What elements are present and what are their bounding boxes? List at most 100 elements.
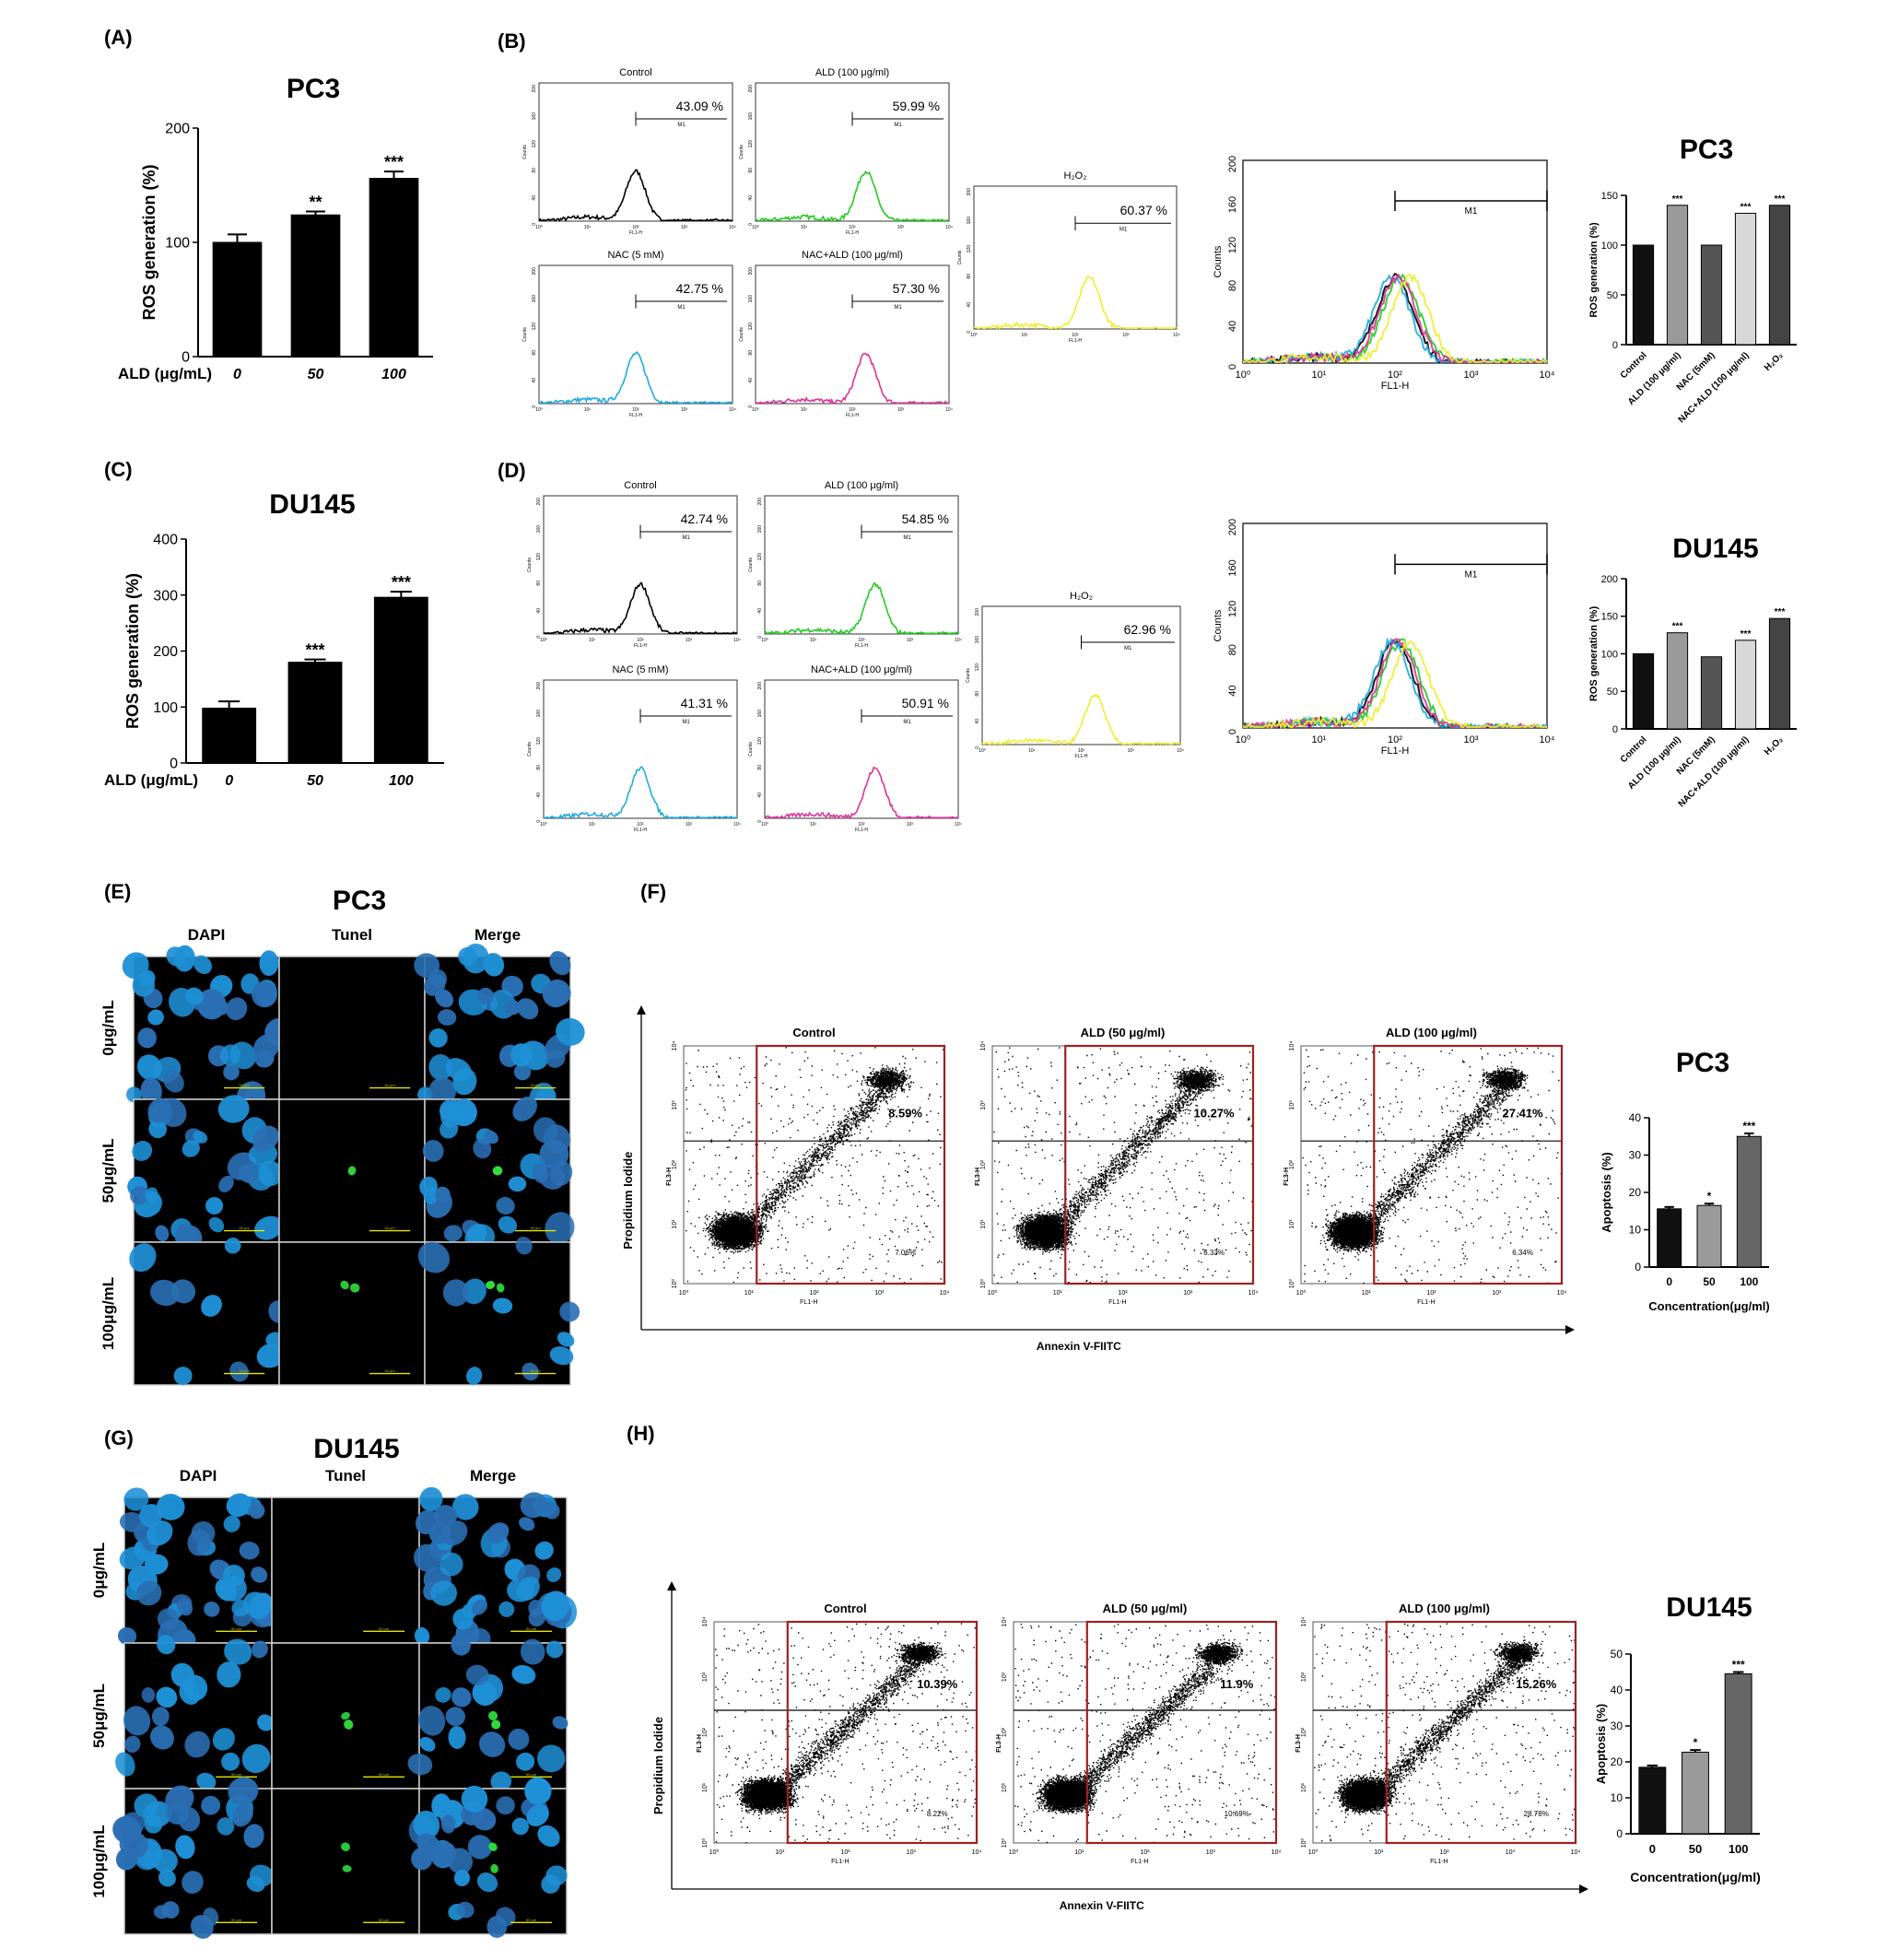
panel-f-dot-ytick: 10² bbox=[1289, 1159, 1295, 1169]
panel-g-nucleus bbox=[212, 1728, 235, 1751]
panel-b-overlay-frame bbox=[1242, 159, 1548, 364]
panel-d-histogram-title: Control bbox=[624, 480, 656, 491]
panel-d-histogram-percent: 41.31 % bbox=[681, 696, 728, 710]
panel-letter-h: (H) bbox=[627, 1422, 655, 1445]
panel-b-histogram-xtick: 10¹ bbox=[584, 225, 592, 230]
panel-e-nucleus bbox=[473, 1138, 492, 1159]
panel-b-overlay-xtick: 10⁰ bbox=[1236, 370, 1251, 381]
panel-f-significance-label: * bbox=[1707, 1190, 1712, 1203]
panel-h-dot-xtick: 10³ bbox=[907, 1849, 917, 1856]
panel-b-overlay-gate-label: M1 bbox=[1465, 206, 1478, 217]
panel-g-nucleus bbox=[451, 1687, 472, 1708]
panel-e-nucleus bbox=[224, 1238, 241, 1254]
panel-f-dot-xtick: 10¹ bbox=[744, 1290, 755, 1297]
panel-f-dot-xlabel: FL1-H bbox=[800, 1299, 817, 1306]
panel-g-nucleus bbox=[170, 1662, 194, 1688]
panel-a-category-label: 0 bbox=[233, 367, 241, 382]
panel-d-histogram-curve bbox=[764, 581, 959, 635]
panel-f-dot-xtick: 10⁰ bbox=[988, 1289, 998, 1297]
panel-e-nucleus bbox=[182, 1140, 200, 1157]
panel-g-nucleus bbox=[496, 1907, 516, 1927]
panel-f-dot-xtick: 10¹ bbox=[1053, 1290, 1063, 1297]
panel-b-histogram-xlabel: FL1-H bbox=[846, 230, 859, 236]
panel-f-dot-cloud bbox=[1302, 1047, 1563, 1285]
panel-e-nucleus bbox=[462, 943, 489, 974]
panel-b-histogram-curve bbox=[755, 170, 950, 222]
panel-f-dot-xtick: 10⁴ bbox=[940, 1290, 950, 1297]
panel-h-dot-xtick: 10⁰ bbox=[1009, 1849, 1019, 1856]
panel-e-micrograph-content bbox=[347, 1166, 357, 1176]
panel-d-histogram-percent: 62.96 % bbox=[1124, 622, 1171, 637]
panel-b-histogram-ytick: 120 bbox=[532, 140, 537, 148]
panel-e-nucleus bbox=[193, 955, 212, 975]
panel-d-histogram-xtick: 10⁴ bbox=[733, 638, 741, 643]
panel-f-apoptosis-gate bbox=[1373, 1044, 1564, 1285]
panel-e-micrograph-content bbox=[417, 1237, 580, 1385]
panel-f-dot-ytick: 10³ bbox=[672, 1100, 678, 1110]
panel-h-upper-percent: 15.26% bbox=[1516, 1677, 1557, 1691]
panel-f-dot-ylabel: FL3-H bbox=[1283, 1168, 1290, 1186]
panel-g-nucleus bbox=[123, 1487, 149, 1511]
panel-letter-d: (D) bbox=[498, 459, 526, 482]
panel-g-nucleus bbox=[156, 1494, 185, 1520]
panel-g-scale-bar-label: 50 μm bbox=[379, 1626, 390, 1631]
panel-d-overlay-ytick: 40 bbox=[1227, 685, 1238, 696]
panel-e-nucleus bbox=[428, 1077, 456, 1106]
panel-b-histogram-curve bbox=[539, 350, 733, 405]
panel-f-dot-ytick: 10⁴ bbox=[1289, 1041, 1295, 1051]
panel-g-nucleus bbox=[157, 1635, 176, 1655]
panel-d-histogram-curve bbox=[544, 765, 737, 819]
panel-e-scale-bar-label: 50 μm bbox=[530, 1368, 541, 1373]
panel-b-histogram-xtick: 10² bbox=[632, 225, 639, 230]
panel-d-histogram-ylabel: Counts bbox=[966, 668, 971, 683]
panel-d-histogram-ytick: 40 bbox=[536, 608, 542, 614]
panel-b-overlay-xlabel: FL1-H bbox=[1381, 381, 1410, 392]
panel-g-nucleus bbox=[486, 1522, 510, 1544]
panel-b-overlay-ytick: 0 bbox=[1227, 364, 1238, 370]
panel-b-ytick-label: 150 bbox=[1601, 191, 1618, 202]
panel-e-tunel-positive bbox=[492, 1166, 503, 1176]
panel-f-bar bbox=[1657, 1208, 1682, 1268]
panel-a-significance-label: *** bbox=[384, 153, 404, 171]
panel-g-tunel-positive bbox=[344, 1719, 354, 1730]
panel-f-dot-ytick: 10⁴ bbox=[980, 1041, 987, 1051]
panel-g-nucleus bbox=[124, 1735, 141, 1754]
panel-h-lower-percent: 10.69% bbox=[1225, 1810, 1249, 1818]
panel-d-overlay-ytick: 160 bbox=[1227, 559, 1238, 576]
panel-e-scale-bar-label: 50 μm bbox=[239, 1083, 250, 1087]
panel-e-nucleus bbox=[422, 1140, 444, 1162]
panel-d-significance-label: *** bbox=[1775, 607, 1786, 617]
panel-letter-g: (G) bbox=[104, 1426, 134, 1449]
panel-g-nucleus bbox=[246, 1876, 265, 1893]
panel-b-histogram-xtick: 10⁴ bbox=[729, 407, 736, 413]
panel-h-dot-ytick: 10³ bbox=[1301, 1672, 1307, 1682]
panel-b-overlay-ytick: 80 bbox=[1227, 280, 1238, 291]
panel-g-nucleus bbox=[435, 1687, 451, 1703]
panel-g-scale-bar-label: 50 μm bbox=[379, 1918, 390, 1922]
panel-b-overlay-ylabel: Counts bbox=[1213, 245, 1224, 277]
panel-d-histogram-xtick: 10¹ bbox=[589, 822, 596, 827]
panel-g-nucleus bbox=[448, 1726, 466, 1750]
panel-g-nucleus bbox=[182, 1871, 204, 1894]
panel-f-dot-cloud bbox=[993, 1047, 1253, 1284]
panel-g-micrograph-content bbox=[341, 1711, 354, 1730]
panel-g-nucleus bbox=[496, 1796, 515, 1815]
panel-b-histogram-ylabel: Counts bbox=[957, 250, 963, 264]
panel-d-histogram-ytick: 0 bbox=[757, 636, 763, 639]
panel-e-nucleus bbox=[239, 1163, 260, 1183]
panel-f-lower-percent: 7.06% bbox=[895, 1249, 916, 1257]
panel-f-bar-chart: 0 10 20 30 40 0 * 50 *** 100 Apoptosis (%) Concentr… bbox=[1600, 1048, 1770, 1313]
panel-g-micrograph bbox=[271, 1496, 420, 1644]
panel-d-histogram-ytick: 0 bbox=[536, 820, 542, 823]
panel-d-category-label: Control bbox=[1619, 734, 1649, 765]
panel-h-dot-plot-title: ALD (100 μg/ml) bbox=[1399, 1602, 1490, 1615]
panel-f-dot-ytick: 10¹ bbox=[980, 1219, 987, 1229]
panel-f-dot-ytick: 10² bbox=[672, 1159, 678, 1169]
panel-e-nucleus bbox=[252, 1125, 279, 1153]
panel-h-dot-ytick: 10⁴ bbox=[1301, 1617, 1307, 1627]
panel-c-bar bbox=[287, 662, 343, 764]
panel-d-histogram-ylabel: Counts bbox=[748, 742, 754, 757]
panel-d-overlay-ytick: 120 bbox=[1227, 601, 1238, 617]
panel-e-nucleus bbox=[545, 1212, 575, 1245]
